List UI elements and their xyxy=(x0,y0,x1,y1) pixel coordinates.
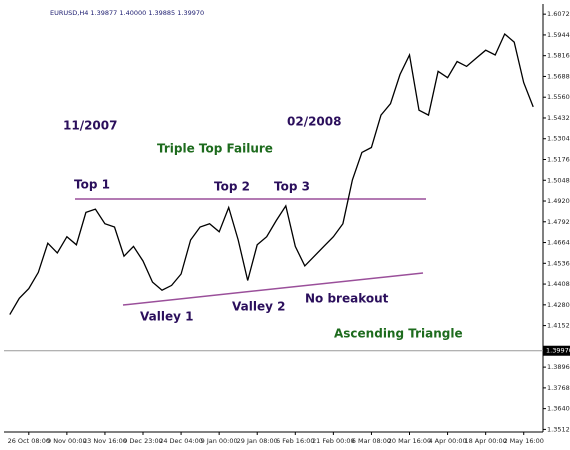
y-tick-label: 1.55600 xyxy=(547,93,570,101)
y-tick-label: 1.51760 xyxy=(547,155,570,163)
x-tick-label: 26 Oct 08:00 xyxy=(8,437,50,445)
annotation: Ascending Triangle xyxy=(334,327,463,341)
current-price-box xyxy=(543,345,570,356)
current-price-label: 1.39970 xyxy=(546,347,570,355)
x-tick-label: 21 Feb 00:00 xyxy=(312,437,355,445)
annotation: Valley 1 xyxy=(140,310,193,324)
y-tick-label: 1.41520 xyxy=(547,322,570,330)
annotation: Top 1 xyxy=(74,178,110,192)
y-tick-label: 1.46640 xyxy=(547,239,570,247)
x-tick-label: 20 Mar 16:00 xyxy=(388,437,431,445)
y-tick-label: 1.44080 xyxy=(547,280,570,288)
annotation: Top 2 xyxy=(214,180,250,194)
y-tick-label: 1.53040 xyxy=(547,135,570,143)
x-tick-label: 24 Dec 04:00 xyxy=(159,437,203,445)
x-tick-label: 6 Feb 16:00 xyxy=(276,437,315,445)
price-line xyxy=(9,32,534,315)
x-tick-label: 18 Apr 00:00 xyxy=(464,437,506,445)
y-tick-label: 1.60720 xyxy=(547,10,570,18)
x-tick-label: 2 May 16:00 xyxy=(503,437,543,445)
y-tick-label: 1.49200 xyxy=(547,197,570,205)
y-tick-label: 1.54320 xyxy=(547,114,570,122)
support-line xyxy=(122,272,424,306)
y-tick-label: 1.42800 xyxy=(547,301,570,309)
x-tick-label: 6 Mar 08:00 xyxy=(352,437,391,445)
y-tick-label: 1.56880 xyxy=(547,72,570,80)
y-tick-label: 1.50480 xyxy=(547,176,570,184)
y-tick-label: 1.37680 xyxy=(547,384,570,392)
x-tick-label: 29 Jan 08:00 xyxy=(237,437,278,445)
x-tick-label: 9 Jan 00:00 xyxy=(201,437,238,445)
annotation: 02/2008 xyxy=(287,115,341,129)
annotation: Valley 2 xyxy=(232,300,285,314)
x-tick-label: 23 Nov 16:00 xyxy=(83,437,127,445)
y-tick-label: 1.38960 xyxy=(547,363,570,371)
y-tick-label: 1.47920 xyxy=(547,218,570,226)
chart-title: EURUSD,H4 1.39877 1.40000 1.39885 1.3997… xyxy=(50,9,204,17)
annotation: Top 3 xyxy=(274,180,310,194)
annotation: 11/2007 xyxy=(63,119,117,133)
annotation: Triple Top Failure xyxy=(157,142,273,156)
y-tick-label: 1.45360 xyxy=(547,259,570,267)
y-tick-label: 1.59440 xyxy=(547,31,570,39)
y-tick-label: 1.58160 xyxy=(547,52,570,60)
x-tick-label: 9 Nov 00:00 xyxy=(47,437,87,445)
y-tick-label: 1.35120 xyxy=(547,425,570,433)
x-tick-label: 9 Dec 23:00 xyxy=(123,437,163,445)
x-tick-label: 4 Apr 00:00 xyxy=(428,437,466,445)
y-tick-label: 1.36400 xyxy=(547,405,570,413)
annotation: No breakout xyxy=(305,292,389,306)
